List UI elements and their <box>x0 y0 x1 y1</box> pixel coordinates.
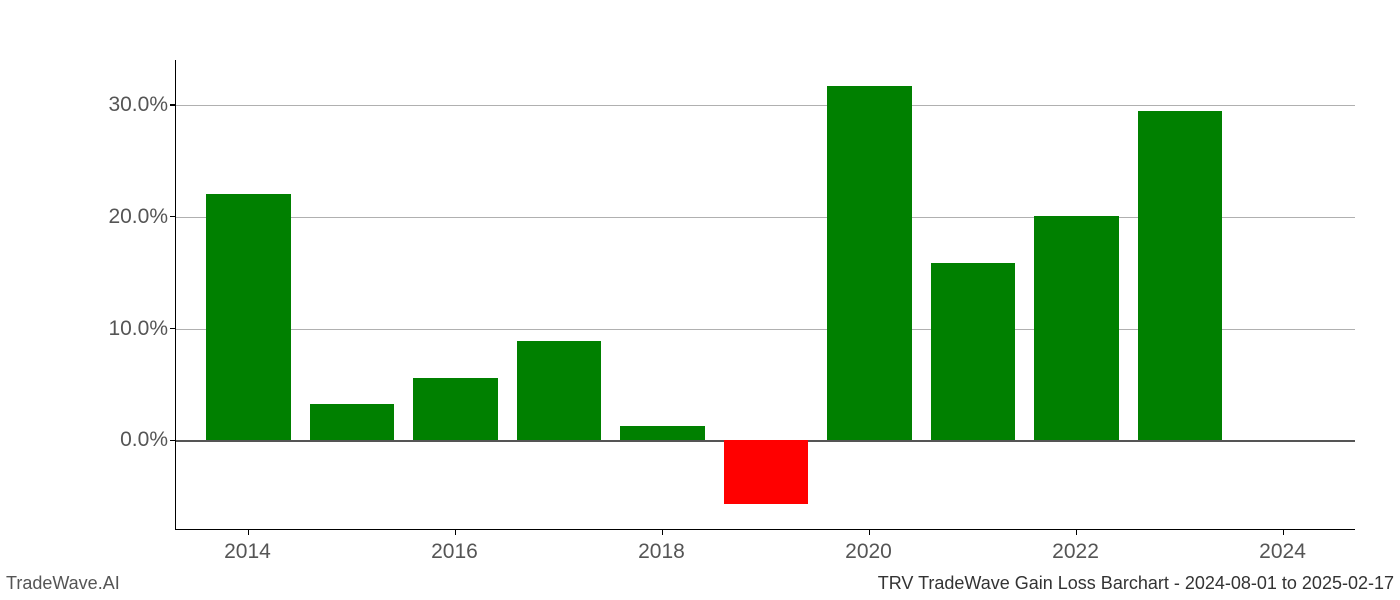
xtick-mark <box>248 529 250 535</box>
bar <box>413 378 498 441</box>
xtick-mark <box>1283 529 1285 535</box>
bar <box>1034 216 1119 441</box>
ytick-mark <box>170 440 176 442</box>
watermark-left: TradeWave.AI <box>6 573 120 594</box>
bar <box>206 194 291 440</box>
bar <box>827 86 912 441</box>
bar <box>1138 111 1223 440</box>
bar <box>620 426 705 441</box>
ytick-label: 0.0% <box>88 428 168 452</box>
ytick-mark <box>170 328 176 330</box>
gridline <box>176 105 1355 106</box>
xtick-label: 2020 <box>845 540 892 564</box>
plot-area <box>175 60 1355 530</box>
xtick-mark <box>1076 529 1078 535</box>
bar <box>931 263 1016 441</box>
xtick-mark <box>869 529 871 535</box>
ytick-mark <box>170 216 176 218</box>
xtick-label: 2022 <box>1052 540 1099 564</box>
xtick-label: 2024 <box>1259 540 1306 564</box>
watermark-right: TRV TradeWave Gain Loss Barchart - 2024-… <box>878 573 1394 594</box>
xtick-mark <box>455 529 457 535</box>
bar <box>310 404 395 441</box>
ytick-label: 30.0% <box>88 93 168 117</box>
bar <box>517 341 602 441</box>
ytick-label: 10.0% <box>88 317 168 341</box>
ytick-mark <box>170 104 176 106</box>
bar <box>724 440 809 504</box>
xtick-label: 2014 <box>224 540 271 564</box>
xtick-mark <box>662 529 664 535</box>
xtick-label: 2016 <box>431 540 478 564</box>
gain-loss-barchart: 0.0% 10.0% 20.0% 30.0% 2014 2016 2018 2020 2022… <box>0 0 1400 600</box>
ytick-label: 20.0% <box>88 205 168 229</box>
xtick-label: 2018 <box>638 540 685 564</box>
